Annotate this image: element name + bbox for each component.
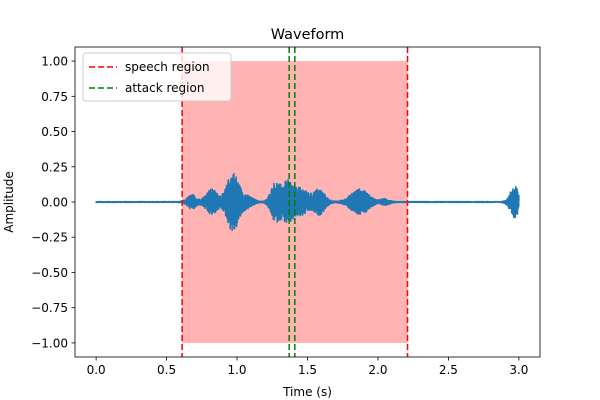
x-tick-label: 1.5 xyxy=(298,363,317,377)
y-tick-label: −0.75 xyxy=(31,301,68,315)
y-tick-label: 0.75 xyxy=(41,90,68,104)
legend-box xyxy=(82,52,232,102)
y-tick-label: 0.50 xyxy=(41,125,68,139)
y-tick-label: 1.00 xyxy=(41,55,68,69)
x-tick-label: 0.5 xyxy=(157,363,176,377)
y-tick-label: −1.00 xyxy=(31,336,68,350)
y-tick-label: 0.25 xyxy=(41,160,68,174)
legend-speech-label: speech region xyxy=(125,60,210,74)
legend: speech region attack region xyxy=(82,52,232,102)
y-axis-ticks: 1.00 0.75 0.50 0.25 0.00 −0.25 −0.50 −0.75 −1.00 xyxy=(31,55,75,350)
x-tick-label: 1.0 xyxy=(227,363,246,377)
y-axis-label: Amplitude xyxy=(2,171,16,233)
y-tick-label: −0.25 xyxy=(31,231,68,245)
y-tick-label: 0.00 xyxy=(41,196,68,210)
x-tick-label: 2.0 xyxy=(368,363,387,377)
waveform-series-line xyxy=(95,173,520,231)
x-axis-ticks: 0.0 0.5 1.0 1.5 2.0 2.5 3.0 xyxy=(87,357,528,377)
x-axis-label: Time (s) xyxy=(282,385,332,399)
y-tick-label: −0.50 xyxy=(31,266,68,280)
chart-title: Waveform xyxy=(271,27,345,43)
legend-attack-label: attack region xyxy=(125,81,204,95)
x-tick-label: 2.5 xyxy=(439,363,458,377)
x-tick-label: 0.0 xyxy=(87,363,106,377)
x-tick-label: 3.0 xyxy=(509,363,528,377)
